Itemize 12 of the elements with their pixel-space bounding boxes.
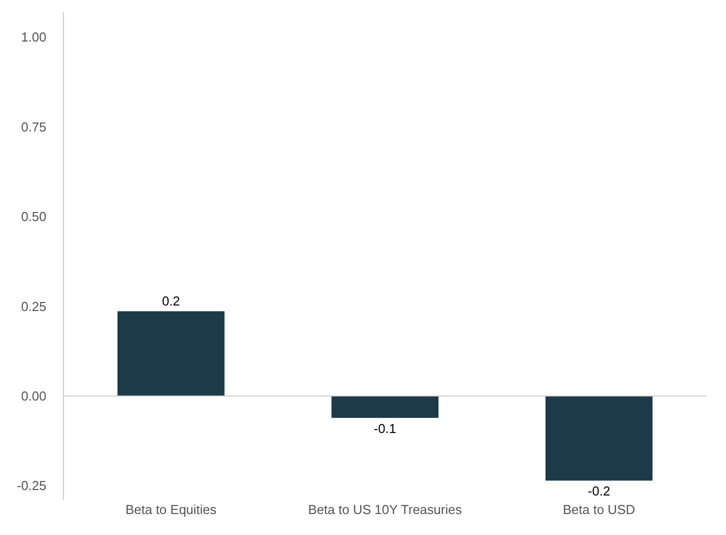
data-label: -0.1 [374,420,396,436]
y-tick-label: 0.75 [21,119,46,134]
y-tick-label: 0.00 [21,388,46,404]
data-label: 0.2 [162,293,180,308]
y-tick-label: 0.25 [21,298,46,314]
x-tick-label: Beta to Equities [125,502,218,517]
x-tick-label: Beta to US 10Y Treasuries [308,502,462,517]
x-tick-label: Beta to USD [562,502,636,517]
y-tick-label: 1.00 [21,30,46,45]
y-tick-label: 0.50 [21,209,46,224]
data-label: -0.2 [588,484,610,499]
y-tick-label: -0.25 [16,478,46,494]
